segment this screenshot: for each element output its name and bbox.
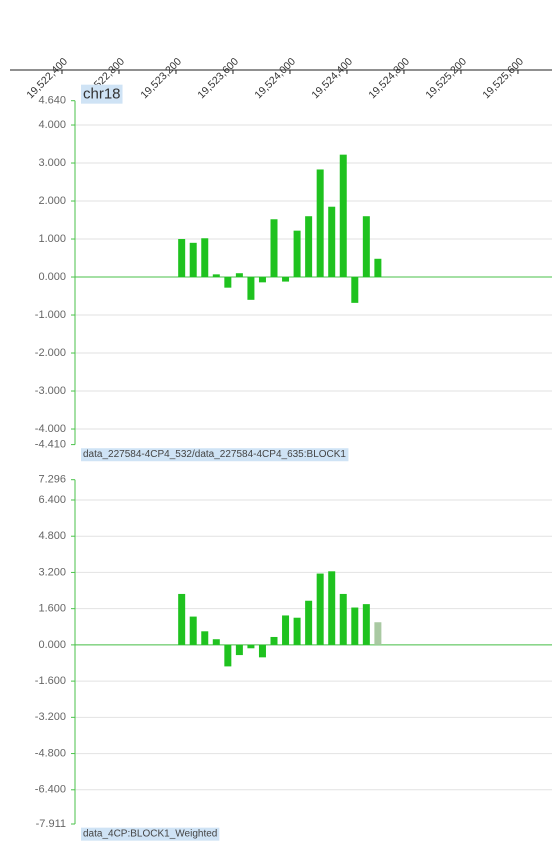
label-background bbox=[81, 84, 123, 104]
y-tick-label: -2.000 bbox=[35, 347, 66, 359]
x-tick-label: 19,524,400 bbox=[309, 55, 355, 101]
bar bbox=[258, 644, 266, 658]
bar bbox=[224, 277, 232, 288]
y-tick-label: 7.296 bbox=[38, 474, 66, 486]
bar bbox=[178, 239, 186, 278]
bar bbox=[201, 238, 209, 278]
bar bbox=[316, 169, 324, 278]
bar bbox=[374, 258, 382, 278]
label-background bbox=[81, 448, 349, 462]
y-tick-label: 3.200 bbox=[38, 566, 66, 578]
bar bbox=[305, 216, 313, 278]
y-tick-label: -7.911 bbox=[36, 818, 66, 830]
x-tick-label: 19,524,000 bbox=[252, 55, 298, 101]
bar bbox=[224, 644, 232, 667]
bar bbox=[282, 277, 290, 282]
bar bbox=[374, 622, 382, 645]
y-tick-label: 6.400 bbox=[38, 494, 66, 506]
y-tick-label: 4.000 bbox=[38, 119, 66, 131]
x-tick-label: 19,523,200 bbox=[138, 55, 184, 101]
bar bbox=[270, 219, 278, 278]
bar bbox=[235, 644, 243, 656]
track-label: data_227584-4CP4_532/data_227584-4CP4_63… bbox=[83, 449, 346, 460]
bar bbox=[178, 593, 186, 645]
bar bbox=[293, 230, 301, 278]
x-tick-label: 19,524,800 bbox=[366, 55, 412, 101]
y-tick-label: 4.640 bbox=[38, 95, 66, 107]
bar bbox=[339, 154, 347, 278]
y-tick-label: -3.000 bbox=[35, 385, 66, 397]
bar bbox=[362, 216, 370, 278]
bar bbox=[247, 644, 255, 649]
y-tick-label: 0.000 bbox=[38, 639, 66, 651]
y-tick-label: -6.400 bbox=[35, 784, 66, 796]
track-title: chr18 bbox=[83, 86, 121, 103]
bar bbox=[189, 242, 197, 278]
x-tick-label: 19,525,600 bbox=[480, 55, 526, 101]
bar bbox=[316, 573, 324, 645]
y-tick-label: -4.800 bbox=[35, 747, 66, 759]
bar bbox=[293, 617, 301, 645]
bar bbox=[270, 636, 278, 645]
bar bbox=[351, 277, 359, 303]
bar bbox=[351, 607, 359, 645]
x-tick-label: 19,523,600 bbox=[195, 55, 241, 101]
bar bbox=[201, 631, 209, 645]
y-tick-label: -4.410 bbox=[35, 439, 66, 451]
bar bbox=[258, 277, 266, 283]
y-tick-label: 4.800 bbox=[38, 530, 66, 542]
bar bbox=[339, 593, 347, 645]
y-tick-label: 1.000 bbox=[38, 233, 66, 245]
y-tick-label: 0.000 bbox=[38, 271, 66, 283]
bar bbox=[212, 639, 220, 645]
bar bbox=[247, 277, 255, 300]
track-label: data_4CP:BLOCK1_Weighted bbox=[83, 829, 217, 840]
bar bbox=[235, 273, 243, 278]
y-tick-label: -4.000 bbox=[35, 423, 66, 435]
bar bbox=[362, 604, 370, 645]
y-tick-label: -1.600 bbox=[35, 675, 66, 687]
y-tick-label: -1.000 bbox=[35, 309, 66, 321]
bar bbox=[305, 600, 313, 645]
y-tick-label: 1.600 bbox=[38, 603, 66, 615]
bar bbox=[282, 615, 290, 645]
bar bbox=[328, 206, 336, 278]
y-tick-label: -3.200 bbox=[35, 711, 66, 723]
bar bbox=[212, 274, 220, 278]
bar bbox=[189, 616, 197, 645]
label-background bbox=[81, 827, 220, 841]
x-tick-label: 19,525,200 bbox=[423, 55, 469, 101]
y-tick-label: 3.000 bbox=[38, 157, 66, 169]
y-tick-label: 2.000 bbox=[38, 195, 66, 207]
bar bbox=[328, 571, 336, 645]
